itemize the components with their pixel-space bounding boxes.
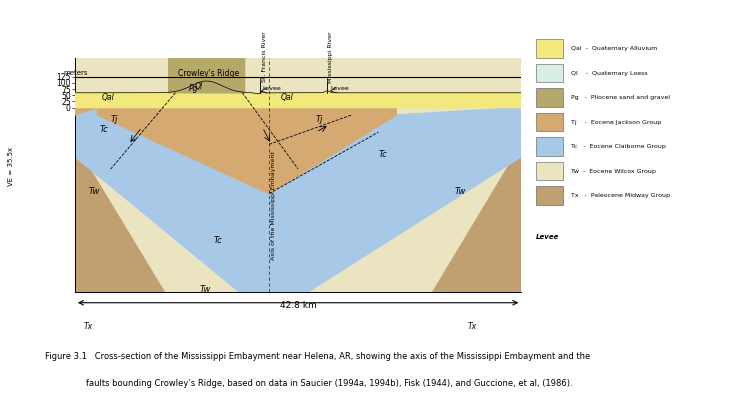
Bar <box>536 186 563 205</box>
Text: 42.8 km: 42.8 km <box>280 301 316 310</box>
Text: Tc: Tc <box>213 236 222 245</box>
Text: Levee: Levee <box>536 234 560 240</box>
Polygon shape <box>75 58 521 292</box>
Bar <box>536 137 563 156</box>
Bar <box>536 39 563 58</box>
Polygon shape <box>98 108 269 193</box>
Text: Tw: Tw <box>454 186 466 196</box>
Text: Tw  -  Eocene Wilcox Group: Tw - Eocene Wilcox Group <box>572 169 656 174</box>
Text: Tj    -  Eocene Jackson Group: Tj - Eocene Jackson Group <box>572 120 662 125</box>
Text: Mississippi River: Mississippi River <box>328 31 334 83</box>
Text: Tj: Tj <box>316 115 323 124</box>
Text: Qal: Qal <box>280 93 293 102</box>
Polygon shape <box>169 0 244 93</box>
Bar <box>536 64 563 82</box>
Polygon shape <box>432 144 521 292</box>
Text: Levee: Levee <box>262 86 281 91</box>
Text: Tw: Tw <box>200 285 211 294</box>
Polygon shape <box>75 144 164 292</box>
Polygon shape <box>75 108 521 317</box>
Polygon shape <box>75 108 98 115</box>
Text: Crowley's Ridge: Crowley's Ridge <box>178 68 239 78</box>
Text: Pg   -  Pliocene sand and gravel: Pg - Pliocene sand and gravel <box>572 95 670 100</box>
Text: Tx   -  Paleocene Midway Group: Tx - Paleocene Midway Group <box>572 193 670 198</box>
Text: Tx: Tx <box>84 322 93 331</box>
Text: Tc: Tc <box>100 125 108 134</box>
Text: Axis of the Mississippi Embayment: Axis of the Mississippi Embayment <box>272 151 276 260</box>
Text: Ql    -  Quaternary Loess: Ql - Quaternary Loess <box>572 70 648 75</box>
Polygon shape <box>269 108 396 193</box>
Text: St. Francis River: St. Francis River <box>262 31 266 82</box>
Bar <box>536 88 563 107</box>
Text: Pg: Pg <box>189 84 198 93</box>
Text: Tc: Tc <box>379 150 387 159</box>
Text: Ql: Ql <box>194 82 202 91</box>
Polygon shape <box>75 81 521 108</box>
Text: VE = 35.5x: VE = 35.5x <box>8 147 14 186</box>
Text: faults bounding Crowley’s Ridge, based on data in Saucier (1994a, 1994b), Fisk (: faults bounding Crowley’s Ridge, based o… <box>86 379 573 389</box>
Text: Tj: Tj <box>111 115 118 124</box>
Bar <box>536 113 563 131</box>
Text: Qal  -  Quaternary Alluvium: Qal - Quaternary Alluvium <box>572 46 658 51</box>
Text: Tc   -  Eocene Claiborne Group: Tc - Eocene Claiborne Group <box>572 144 666 149</box>
Text: meters: meters <box>64 70 88 76</box>
Text: Figure 3.1   Cross-section of the Mississippi Embayment near Helena, AR, showing: Figure 3.1 Cross-section of the Mississi… <box>45 352 590 362</box>
Text: Tw: Tw <box>88 186 100 196</box>
Text: Qal: Qal <box>102 93 115 102</box>
Bar <box>536 162 563 180</box>
Text: Tx: Tx <box>468 322 477 331</box>
Text: Levee: Levee <box>331 86 350 91</box>
